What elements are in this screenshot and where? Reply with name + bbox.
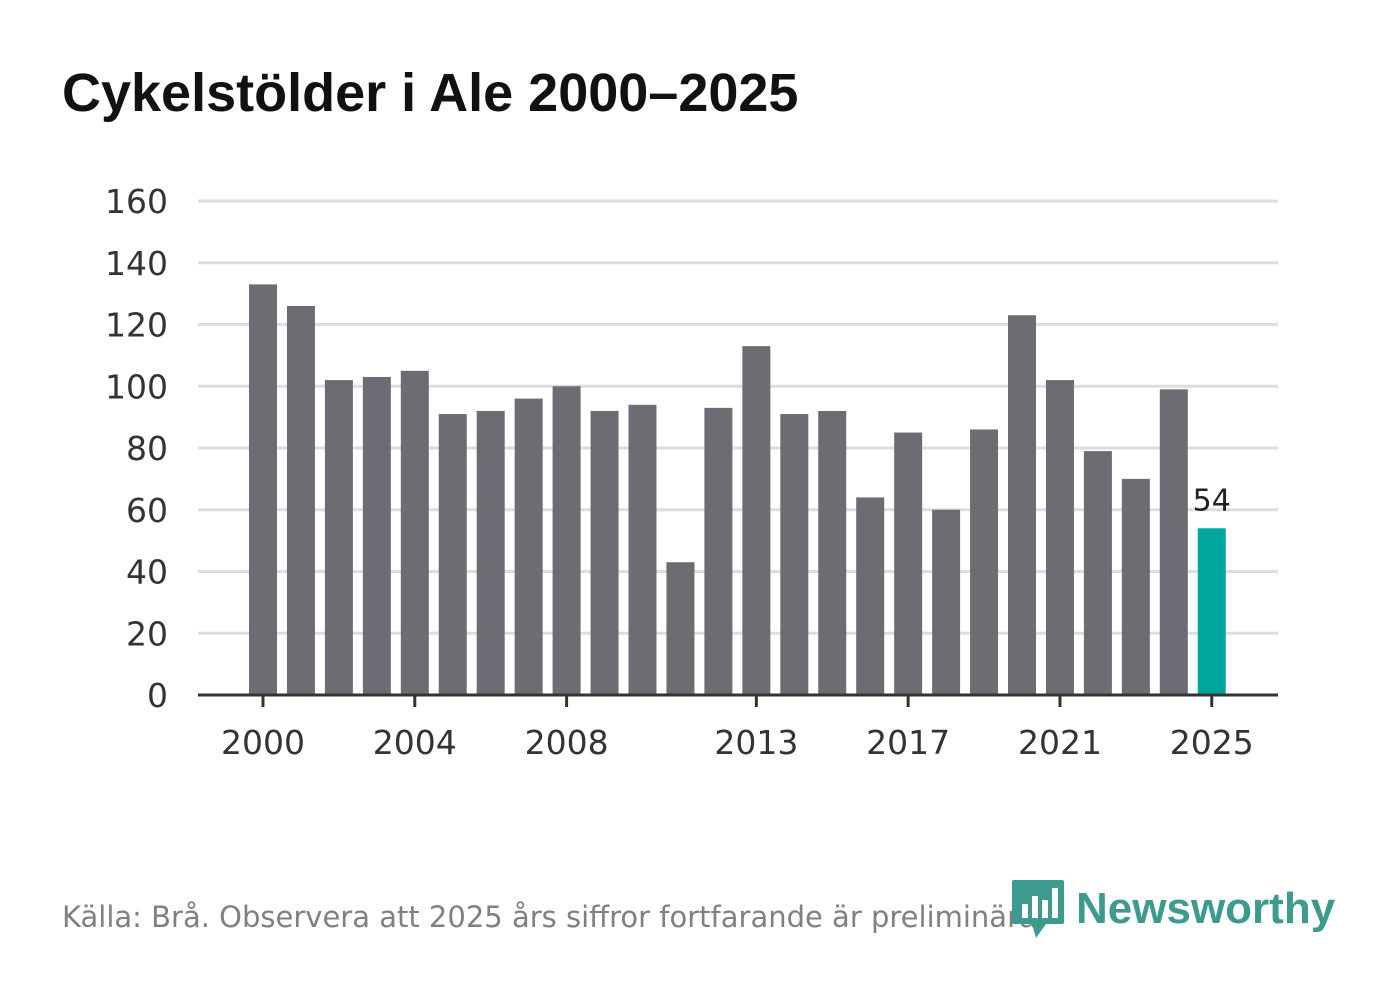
bar-2009 (590, 410, 619, 695)
x-tick-label: 2000 (221, 723, 305, 762)
bar-2020 (1008, 315, 1036, 695)
y-tick-label: 80 (126, 429, 168, 468)
x-axis-ticks: 2000 2004 2008 2013 2017 2021 2025 (221, 695, 1254, 762)
y-tick-label: 20 (126, 614, 168, 653)
bar-2004 (400, 370, 429, 695)
logo-text: Newsworthy (1076, 884, 1336, 933)
gridlines (198, 199, 1278, 635)
y-tick-label: 60 (126, 491, 168, 530)
bar-2000 (249, 284, 277, 695)
y-tick-label: 120 (105, 306, 168, 345)
y-tick-label: 160 (105, 182, 168, 221)
bar-2006 (476, 410, 505, 695)
x-tick-label: 2013 (714, 723, 798, 762)
bar-2011 (666, 562, 695, 695)
x-tick-label: 2004 (373, 723, 457, 762)
y-tick-label: 40 (126, 553, 168, 592)
bar-2023 (1121, 478, 1150, 695)
y-axis-ticks: 0 20 40 60 80 100 120 140 160 (105, 182, 168, 715)
bar-2010 (628, 404, 657, 695)
bar-2021 (1045, 380, 1074, 695)
bar-2008 (552, 386, 581, 695)
bar-2016 (856, 497, 885, 695)
bar-2012 (704, 407, 733, 695)
x-tick-label: 2008 (525, 723, 609, 762)
x-tick-label: 2021 (1018, 723, 1102, 762)
bar-2015 (818, 410, 847, 695)
data-labels: 54 (1193, 483, 1231, 518)
data-label-2025: 54 (1193, 483, 1231, 518)
bar-2018 (932, 509, 961, 695)
bar-2007 (514, 398, 543, 695)
bar-chart-pin-icon (1012, 880, 1064, 938)
bar-2025 (1197, 528, 1226, 695)
bar-2001 (286, 305, 315, 695)
newsworthy-logo: Newsworthy (1010, 878, 1335, 940)
bar-2022 (1083, 451, 1112, 695)
bar-2003 (362, 376, 391, 695)
bar-2014 (780, 414, 809, 695)
bar-2013 (742, 346, 771, 695)
source-note: Källa: Brå. Observera att 2025 års siffr… (62, 900, 1046, 934)
y-tick-label: 140 (105, 244, 168, 283)
bars (249, 284, 1226, 695)
y-tick-label: 0 (147, 676, 168, 715)
x-tick-label: 2025 (1170, 723, 1254, 762)
bar-2005 (438, 414, 467, 695)
bar-2019 (970, 429, 999, 695)
y-tick-label: 100 (105, 367, 168, 406)
bar-2017 (894, 432, 923, 695)
x-tick-label: 2017 (866, 723, 950, 762)
chart-title: Cykelstölder i Ale 2000–2025 (62, 63, 799, 123)
bar-2002 (324, 380, 353, 695)
bar-2024 (1159, 389, 1188, 695)
